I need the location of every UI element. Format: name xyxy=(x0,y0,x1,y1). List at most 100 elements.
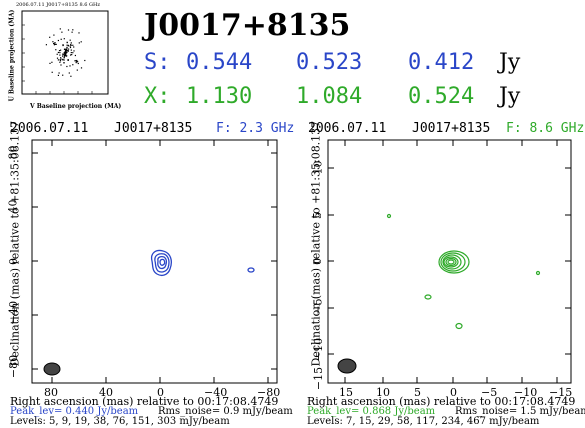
right-date: 2006.07.11 xyxy=(308,121,387,136)
uv-point xyxy=(51,71,53,73)
uv-point xyxy=(57,39,59,42)
right-xlabel: Right ascension (mas) relative to 00:17:… xyxy=(307,395,576,408)
left-xlabel: Right ascension (mas) relative to 00:17:… xyxy=(10,395,279,408)
uv-point xyxy=(54,42,56,44)
uv-point xyxy=(84,59,86,62)
uv-coverage-panel: 2006.07.11 J0017+8135 8.6 GHz U Baseline… xyxy=(0,0,122,118)
uv-point xyxy=(68,48,70,50)
right-ytick-m15: −15 xyxy=(312,366,326,391)
uv-point xyxy=(77,62,79,65)
uv-point xyxy=(78,42,80,44)
left-date: 2006.07.11 xyxy=(10,121,89,136)
uv-point xyxy=(59,61,61,63)
uv-point xyxy=(70,44,72,46)
left-xtick-40: 40 xyxy=(99,386,113,399)
uv-point xyxy=(59,54,61,56)
uv-point xyxy=(59,52,61,54)
uv-point xyxy=(65,51,67,53)
uv-point xyxy=(70,52,72,54)
uv-point xyxy=(65,53,67,56)
right-xtick-10: 10 xyxy=(376,386,390,399)
uv-point xyxy=(76,59,78,62)
right-ytick-m10: −10 xyxy=(312,337,326,362)
uv-point xyxy=(69,46,72,49)
s-band-value-1: 0.544 xyxy=(186,50,253,75)
uv-point xyxy=(80,41,82,43)
uv-point xyxy=(74,54,76,57)
right-xtick-0: 0 xyxy=(450,386,457,399)
right-beam xyxy=(337,358,357,374)
uv-point xyxy=(65,52,67,55)
uv-point xyxy=(65,50,67,52)
uv-point xyxy=(55,49,57,51)
s-band-unit: Jy xyxy=(499,50,521,75)
left-map-header: 2006.07.11 J0017+8135 F: 2.3 GHz xyxy=(10,121,294,137)
uv-point xyxy=(70,54,72,56)
right-xtick-m15: −15 xyxy=(549,386,573,399)
left-xtick-m40: −40 xyxy=(204,386,228,399)
uv-point xyxy=(67,45,69,47)
uv-point xyxy=(56,53,58,55)
right-ytick-10: 10 xyxy=(311,160,325,175)
uv-point xyxy=(74,60,76,62)
x-band-value-3: 0.524 xyxy=(408,84,475,109)
uv-point xyxy=(65,54,67,56)
uv-point xyxy=(70,43,72,46)
uv-point xyxy=(72,44,74,46)
uv-point xyxy=(67,29,70,31)
uv-point xyxy=(76,69,78,71)
right-xtick-m10: −10 xyxy=(514,386,538,399)
uv-point xyxy=(65,55,67,57)
x-band-value-1: 1.130 xyxy=(186,84,253,109)
right-ylabel: Declination (mas) relative to +81:35:08.… xyxy=(309,120,323,367)
right-freq: F: 8.6 GHz xyxy=(506,121,585,136)
uv-point xyxy=(75,62,77,64)
source-title: J0017+8135 xyxy=(144,8,351,43)
s-band-contours xyxy=(150,249,255,276)
right-xtick-m5: −5 xyxy=(481,386,498,399)
uv-point xyxy=(63,52,65,54)
left-xtick-80: 80 xyxy=(44,386,58,399)
uv-point xyxy=(64,49,67,51)
uv-point xyxy=(68,72,70,74)
uv-point xyxy=(66,49,68,52)
uv-point xyxy=(56,57,59,59)
uv-point xyxy=(66,46,68,48)
uv-point xyxy=(75,60,77,62)
uv-point xyxy=(53,42,55,45)
uv-point xyxy=(78,32,80,34)
right-peak: Peak_lev= 0.868 Jy/beam xyxy=(307,406,436,417)
uv-point xyxy=(63,54,66,56)
uv-point xyxy=(72,52,74,54)
x-band-contours xyxy=(386,213,541,330)
uv-point xyxy=(67,59,69,61)
uv-point xyxy=(70,75,72,77)
right-source: J0017+8135 xyxy=(412,121,491,136)
uv-point xyxy=(51,61,53,63)
left-freq: F: 2.3 GHz xyxy=(216,121,295,136)
uv-point xyxy=(69,39,71,41)
uv-point xyxy=(53,34,55,36)
s-band-label: S: xyxy=(144,50,171,75)
uv-plot xyxy=(21,10,109,95)
x-band-value-2: 1.084 xyxy=(296,84,363,109)
uv-point xyxy=(53,44,55,46)
right-xtick-15: 15 xyxy=(339,386,353,399)
left-xtick-0: 0 xyxy=(157,386,164,399)
uv-point xyxy=(58,50,61,52)
uv-point xyxy=(73,50,75,52)
right-ytick-m5: −5 xyxy=(311,298,325,315)
uv-header: 2006.07.11 J0017+8135 8.6 GHz xyxy=(16,2,100,8)
uv-point xyxy=(54,43,56,45)
uv-xlabel: V Baseline projection (MA) xyxy=(30,103,122,110)
uv-point xyxy=(64,52,66,54)
uv-point xyxy=(67,50,69,52)
uv-point xyxy=(57,59,59,61)
uv-point xyxy=(62,74,64,76)
uv-point xyxy=(45,44,47,46)
uv-point xyxy=(66,44,68,46)
uv-point xyxy=(70,49,72,51)
left-source: J0017+8135 xyxy=(114,121,193,136)
uv-point xyxy=(70,42,72,44)
uv-point xyxy=(72,29,74,31)
